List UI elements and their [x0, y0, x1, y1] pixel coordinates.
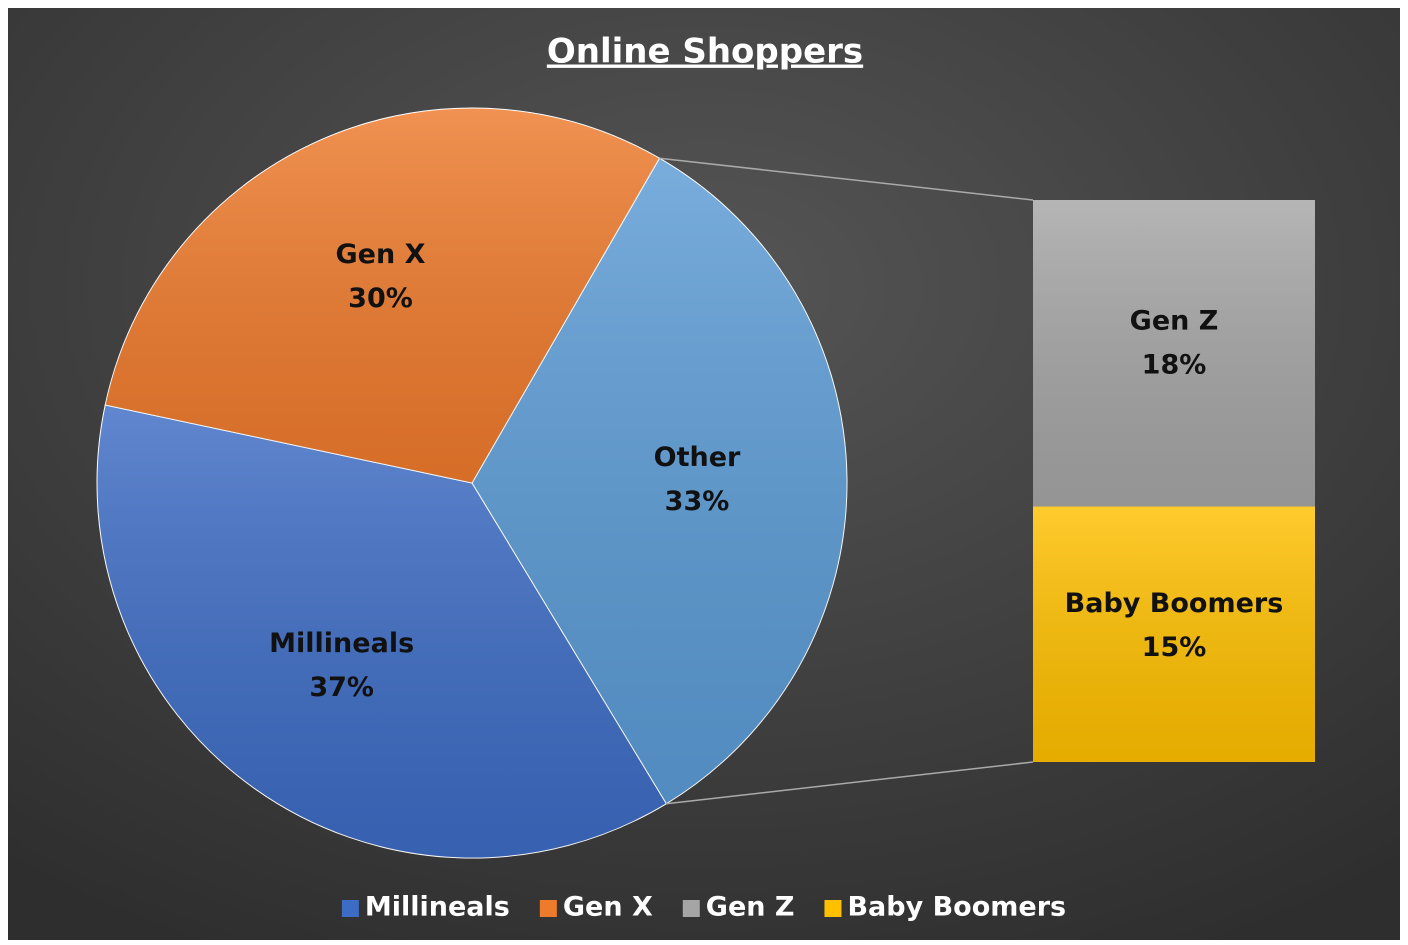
chart-title: Online Shoppers [547, 32, 863, 72]
legend-label: Gen Z [706, 892, 795, 923]
legend-swatch [824, 900, 842, 917]
slice-shade [105, 107, 660, 483]
slice-value: 33% [665, 486, 730, 517]
slice-label: Millineals [269, 628, 414, 659]
slice-shade [472, 158, 847, 804]
slice-value: 37% [309, 672, 374, 703]
slice-shade [96, 405, 667, 858]
connector [659, 157, 1034, 201]
legend-swatch [341, 900, 359, 917]
legend-label: Millineals [365, 892, 510, 923]
slice-label: Gen X [336, 239, 426, 270]
segment-label: Gen Z [1130, 306, 1219, 337]
legend: Millineals Gen X Gen Z Baby Boomers [341, 892, 1066, 923]
segment-shade [1033, 200, 1315, 507]
segment-label: Baby Boomers [1065, 588, 1284, 619]
segment-shade [1033, 506, 1315, 762]
legend-swatch [682, 900, 700, 917]
segment-value: 18% [1142, 350, 1207, 381]
legend-label: Baby Boomers [847, 892, 1066, 923]
segment-value: 15% [1142, 632, 1207, 663]
legend-swatch [539, 900, 557, 917]
legend-label: Gen X [563, 892, 653, 923]
slice-value: 30% [348, 283, 413, 314]
slice-label: Other [654, 442, 741, 473]
connector [666, 761, 1034, 805]
